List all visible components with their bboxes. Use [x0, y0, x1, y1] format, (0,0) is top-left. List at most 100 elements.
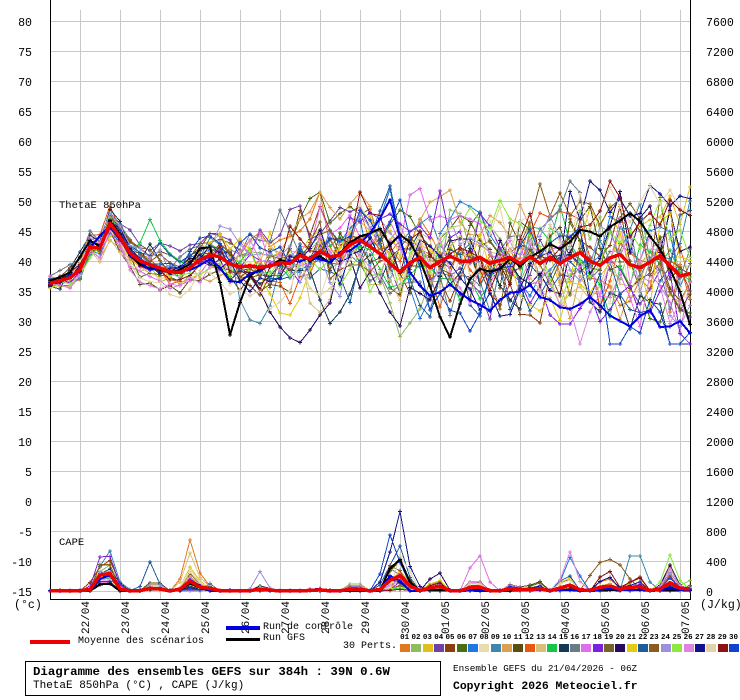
x-axis-date-label: 02/05: [481, 600, 493, 634]
right-axis-tick-label: 4400: [706, 256, 734, 270]
legend-pert-number: 30: [729, 634, 739, 642]
left-axis-tick-label: 30: [18, 316, 32, 330]
x-axis-date-label: 23/04: [121, 600, 133, 634]
legend-pert-number: 03: [422, 634, 432, 642]
left-axis-tick-label: 15: [18, 406, 32, 420]
legend-pert-number: 27: [695, 634, 705, 642]
legend-pert-number: 21: [626, 634, 636, 642]
legend-pert-number: 02: [411, 634, 421, 642]
right-axis-tick-label: 800: [706, 526, 727, 540]
x-axis-date-label: 05/05: [601, 600, 613, 634]
legend-pert-number: 19: [604, 634, 614, 642]
x-axis-date-label: 24/04: [161, 600, 173, 634]
right-axis-tick-label: 2000: [706, 436, 734, 450]
legend-perts-label: 30 Perts.: [342, 641, 397, 652]
left-axis-tick-label: 75: [18, 46, 32, 60]
legend-pert-swatch: [468, 644, 479, 652]
legend-pert-swatch: [706, 644, 717, 652]
cape-panel-label: CAPE: [59, 537, 85, 549]
series-cape-Moyenne des scénarios: [49, 571, 691, 593]
legend-pert-swatch: [694, 644, 705, 652]
legend-pert-number: 16: [570, 634, 580, 642]
legend-pert-swatch: [626, 644, 637, 652]
left-axis-tick-label: 40: [18, 256, 32, 270]
legend-pert-swatch: [604, 644, 615, 652]
left-axis-tick-label: 0: [25, 496, 32, 510]
legend-gfs-label: Run GFS: [263, 633, 306, 644]
legend-mean-swatch: [30, 640, 70, 644]
legend-pert-number: 23: [649, 634, 659, 642]
legend-pert-swatch: [479, 644, 490, 652]
footer-copyright: Copyright 2026 Meteociel.fr: [453, 681, 638, 693]
legend-pert-number: 06: [456, 634, 466, 642]
left-axis-tick-label: -5: [18, 526, 32, 540]
markers-cape-P27: [48, 509, 692, 593]
right-axis-tick-label: 4000: [706, 286, 734, 300]
legend-pert-swatch: [411, 644, 422, 652]
legend-pert-swatch: [536, 644, 547, 652]
right-axis-tick-label: 7200: [706, 46, 734, 60]
legend-pert-swatch: [728, 644, 739, 652]
x-axis-date-label: 22/04: [81, 600, 93, 634]
x-axis-date-label: 01/05: [441, 600, 453, 634]
legend-pert-number: 09: [490, 634, 500, 642]
right-axis-tick-label: 3600: [706, 316, 734, 330]
right-axis-tick-label: 3200: [706, 346, 734, 360]
legend-control-swatch: [226, 626, 260, 630]
right-axis-tick-label: 6400: [706, 106, 734, 120]
series-cape-P27: [49, 511, 691, 592]
legend-pert-swatch: [422, 644, 433, 652]
right-axis-tick-label: 5200: [706, 196, 734, 210]
legend-pert-swatch: [660, 644, 671, 652]
legend-pert-swatch: [434, 644, 445, 652]
series-cape-P30: [49, 534, 691, 592]
legend-pert-number: 17: [581, 634, 591, 642]
left-axis-tick-label: 50: [18, 196, 32, 210]
legend-pert-swatch: [490, 644, 501, 652]
legend-pert-swatch: [558, 644, 569, 652]
legend-pert-number: 08: [479, 634, 489, 642]
legend-pert-swatch: [672, 644, 683, 652]
x-axis-date-label: 03/05: [521, 600, 533, 634]
legend-pert-swatch: [502, 644, 513, 652]
legend-pert-swatch: [717, 644, 728, 652]
legend-pert-swatch: [456, 644, 467, 652]
legend-pert-number: 22: [638, 634, 648, 642]
footer-title: Diagramme des ensembles GEFS sur 384h : …: [33, 665, 390, 679]
left-axis-tick-label: 65: [18, 106, 32, 120]
legend-pert-swatch: [524, 644, 535, 652]
legend-pert-swatch: [683, 644, 694, 652]
legend-pert-number: 14: [547, 634, 557, 642]
right-axis-tick-label: 5600: [706, 166, 734, 180]
x-axis-date-label: 07/05: [681, 600, 693, 634]
footer-subtitle: ThetaE 850hPa (°C) , CAPE (J/kg): [33, 680, 245, 692]
legend-pert-swatch: [570, 644, 581, 652]
legend-pert-number: 15: [558, 634, 568, 642]
right-axis-tick-label: 6800: [706, 76, 734, 90]
right-axis-unit: (J/kg): [700, 599, 740, 612]
legend-pert-number: 25: [672, 634, 682, 642]
legend-pert-number: 01: [400, 634, 410, 642]
right-axis-tick-label: 1600: [706, 466, 734, 480]
left-axis-tick-label: -15: [11, 586, 32, 600]
legend-pert-swatch: [400, 644, 410, 652]
x-axis-date-label: 25/04: [201, 600, 213, 634]
left-axis-tick-label: 25: [18, 346, 32, 360]
legend-pert-number: 24: [661, 634, 671, 642]
legend-pert-swatch: [592, 644, 603, 652]
series-theta-Moyenne des scénarios: [49, 221, 691, 285]
series-cape-P01: [49, 539, 691, 592]
left-axis-tick-label: 80: [18, 16, 32, 30]
right-axis-tick-label: 2400: [706, 406, 734, 420]
x-axis-date-label: 29/04: [361, 600, 373, 634]
markers-theta-P17: [48, 186, 692, 334]
x-axis-date-label: 06/05: [641, 600, 653, 634]
left-axis-tick-label: 60: [18, 136, 32, 150]
series-cape-P22: [49, 545, 691, 592]
footer-run-info: Ensemble GEFS du 21/04/2026 - 06Z: [453, 663, 638, 674]
left-axis-tick-label: 45: [18, 226, 32, 240]
right-axis-tick-label: 400: [706, 556, 727, 570]
left-axis-tick-label: 70: [18, 76, 32, 90]
